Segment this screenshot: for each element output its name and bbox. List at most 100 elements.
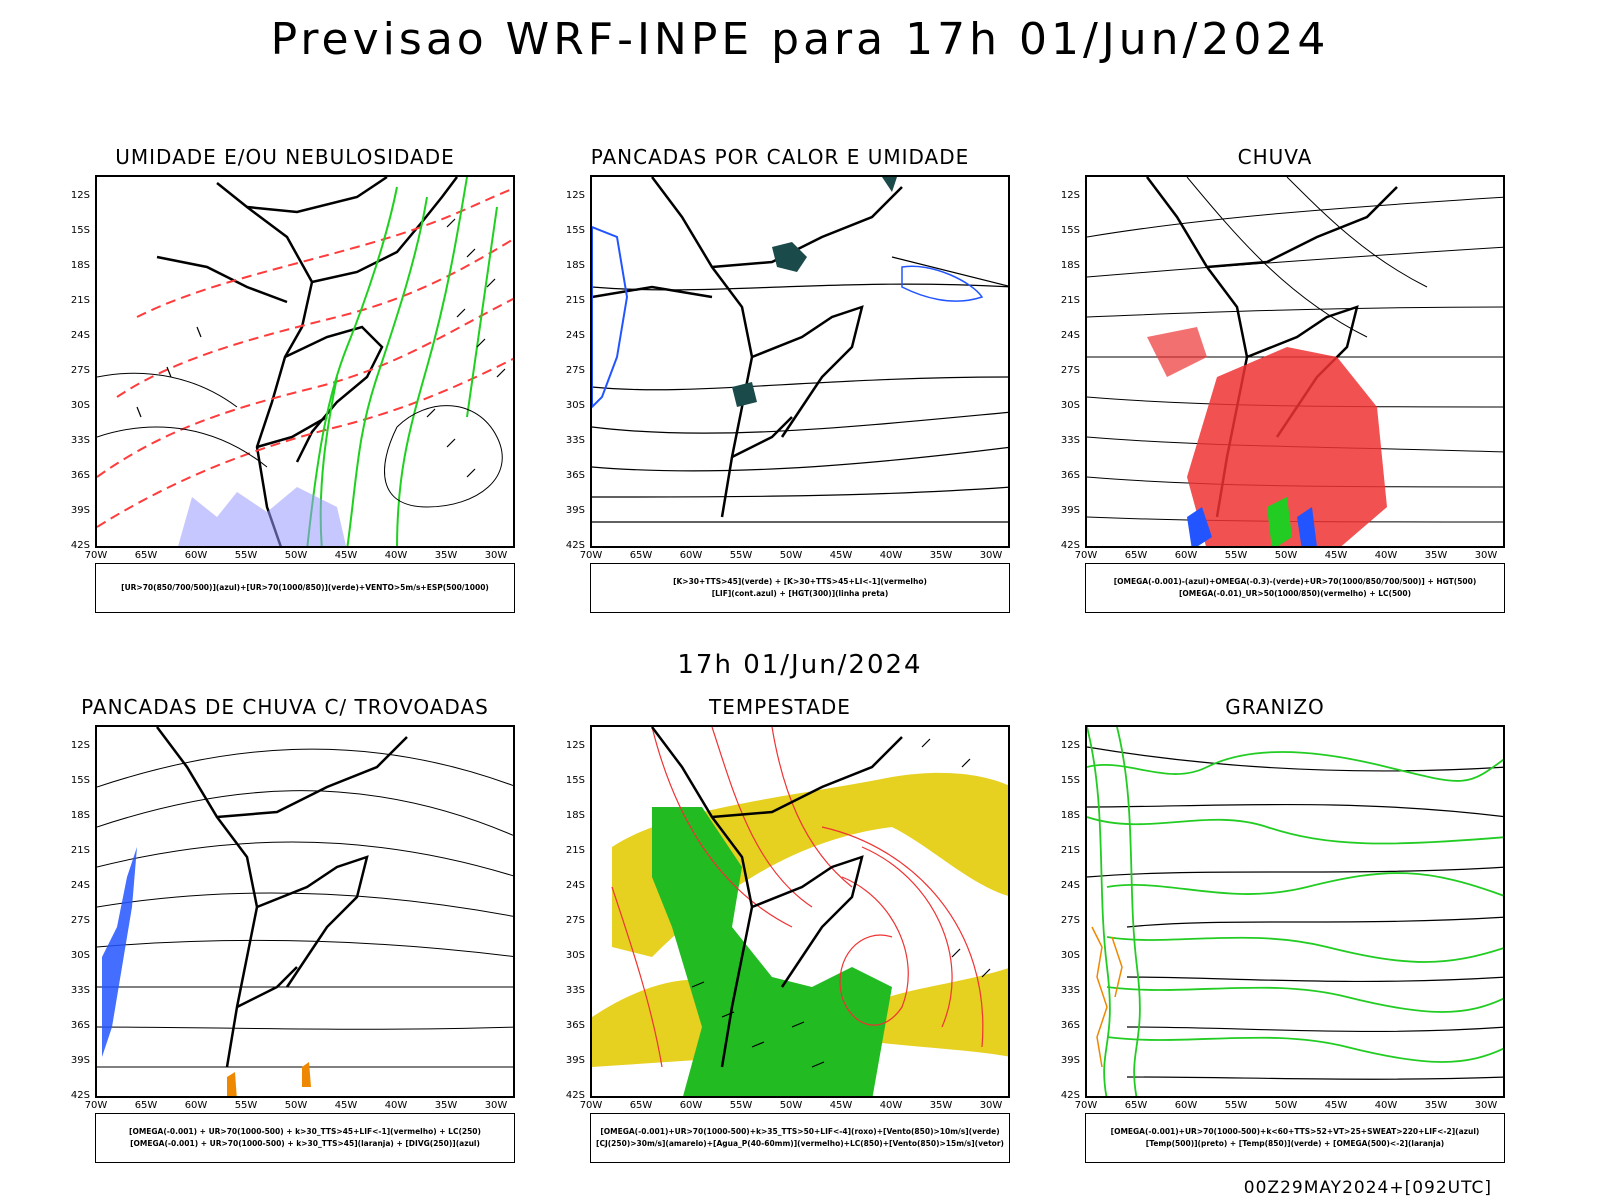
lon-label: 70W	[1074, 550, 1098, 561]
panel-umidade: UMIDADE E/OU NEBULOSIDADE	[50, 145, 520, 615]
lat-label: 36S	[565, 1020, 585, 1031]
legend: [OMEGA(-0.001)+UR>70(1000-500)+k>35_TTS>…	[590, 1113, 1010, 1163]
lon-label: 55W	[1224, 550, 1248, 561]
lat-label: 12S	[565, 190, 585, 201]
lon-label: 55W	[1224, 1100, 1248, 1111]
lat-label: 30S	[70, 400, 90, 411]
lat-label: 12S	[565, 740, 585, 751]
legend: [OMEGA(-0.001)+UR>70(1000-500)+k<60+TTS>…	[1085, 1113, 1505, 1163]
legend: [UR>70(850/700/500)](azul)+[UR>70(1000/8…	[95, 563, 515, 613]
panel-tempestade: TEMPESTADE	[545, 695, 1015, 1165]
legend-line: [OMEGA(-0.001) + UR>70(1000-500) + k>30_…	[129, 1127, 481, 1136]
map-frame	[95, 175, 515, 548]
lon-label: 55W	[234, 1100, 258, 1111]
lat-label: 12S	[1060, 190, 1080, 201]
lon-label: 45W	[829, 1100, 853, 1111]
lat-label: 36S	[565, 470, 585, 481]
lon-label: 30W	[979, 550, 1003, 561]
lat-label: 12S	[70, 740, 90, 751]
map-frame	[590, 725, 1010, 1098]
lon-label: 35W	[929, 550, 953, 561]
panel-title: CHUVA	[1237, 145, 1313, 169]
lon-label: 50W	[779, 550, 803, 561]
lon-label: 30W	[1474, 1100, 1498, 1111]
lat-label: 15S	[565, 775, 585, 786]
lat-label: 39S	[1060, 1055, 1080, 1066]
lon-label: 40W	[879, 550, 903, 561]
legend: [K>30+TTS>45](verde) + [K>30+TTS>45+LI<-…	[590, 563, 1010, 613]
legend-line: [CJ(250)>30m/s](amarelo)+[Agua_P(40-60mm…	[596, 1139, 1004, 1148]
lat-label: 18S	[70, 810, 90, 821]
lat-label: 21S	[1060, 845, 1080, 856]
lon-label: 60W	[1174, 550, 1198, 561]
forecast-time-label: 17h 01/Jun/2024	[677, 650, 923, 680]
lat-label: 30S	[565, 400, 585, 411]
lon-label: 40W	[879, 1100, 903, 1111]
map-pancadas-calor	[592, 177, 1008, 523]
lat-label: 27S	[565, 915, 585, 926]
lon-label: 65W	[134, 1100, 158, 1111]
lat-label: 24S	[70, 330, 90, 341]
lat-label: 42S	[1060, 540, 1080, 551]
panel-title: UMIDADE E/OU NEBULOSIDADE	[115, 145, 455, 169]
lon-label: 30W	[484, 550, 508, 561]
lon-label: 70W	[579, 550, 603, 561]
legend-line: [OMEGA(-0.001)+UR>70(1000-500)+k<60+TTS>…	[1110, 1127, 1480, 1136]
lat-label: 15S	[70, 775, 90, 786]
legend-line: [Temp(500)](preto) + [Temp(850)](verde) …	[1145, 1139, 1445, 1148]
lon-label: 45W	[334, 550, 358, 561]
legend: [OMEGA(-0.001) + UR>70(1000-500) + k>30_…	[95, 1113, 515, 1163]
lat-label: 24S	[1060, 330, 1080, 341]
lon-label: 40W	[1374, 550, 1398, 561]
lat-label: 18S	[1060, 810, 1080, 821]
panel-title: PANCADAS POR CALOR E UMIDADE	[590, 145, 970, 169]
lat-label: 30S	[565, 950, 585, 961]
lon-label: 40W	[384, 1100, 408, 1111]
map-frame	[1085, 725, 1505, 1098]
panel-granizo: GRANIZO	[1040, 695, 1510, 1165]
lon-label: 50W	[284, 550, 308, 561]
lon-label: 65W	[1124, 1100, 1148, 1111]
legend-line: [OMEGA(-0.001) + UR>70(1000-500) + k>30_…	[130, 1139, 480, 1148]
lat-label: 39S	[70, 1055, 90, 1066]
lon-label: 55W	[234, 550, 258, 561]
lat-label: 12S	[1060, 740, 1080, 751]
lat-label: 18S	[565, 260, 585, 271]
lon-label: 35W	[434, 550, 458, 561]
lat-label: 18S	[565, 810, 585, 821]
lat-label: 24S	[565, 880, 585, 891]
lat-label: 21S	[565, 845, 585, 856]
lon-label: 40W	[1374, 1100, 1398, 1111]
lat-label: 27S	[1060, 365, 1080, 376]
lat-label: 36S	[70, 470, 90, 481]
lat-label: 42S	[70, 1090, 90, 1101]
legend: [OMEGA(-0.001)-(azul)+OMEGA(-0.3)-(verde…	[1085, 563, 1505, 613]
lon-label: 60W	[1174, 1100, 1198, 1111]
map-umidade	[97, 177, 513, 546]
lat-label: 42S	[565, 540, 585, 551]
lon-label: 65W	[1124, 550, 1148, 561]
panel-title: GRANIZO	[1225, 695, 1325, 719]
lat-label: 36S	[1060, 470, 1080, 481]
lat-label: 42S	[70, 540, 90, 551]
map-frame	[1085, 175, 1505, 548]
lat-label: 24S	[565, 330, 585, 341]
legend-line: [UR>70(850/700/500)](azul)+[UR>70(1000/8…	[121, 583, 489, 592]
lon-label: 35W	[929, 1100, 953, 1111]
lon-label: 70W	[579, 1100, 603, 1111]
lat-label: 42S	[1060, 1090, 1080, 1101]
lon-label: 70W	[84, 550, 108, 561]
lat-label: 39S	[565, 505, 585, 516]
map-chuva	[1087, 177, 1503, 546]
lat-label: 18S	[70, 260, 90, 271]
lat-label: 12S	[70, 190, 90, 201]
lon-label: 55W	[729, 1100, 753, 1111]
lat-label: 21S	[1060, 295, 1080, 306]
lon-label: 60W	[184, 550, 208, 561]
legend-line: [OMEGA(-0.001)+UR>70(1000-500)+k>35_TTS>…	[600, 1127, 1000, 1136]
panel-pancadas-trovoadas: PANCADAS DE CHUVA C/ TROVOADAS	[50, 695, 520, 1165]
lat-label: 33S	[70, 435, 90, 446]
lon-label: 50W	[284, 1100, 308, 1111]
lat-label: 39S	[1060, 505, 1080, 516]
lon-label: 65W	[134, 550, 158, 561]
